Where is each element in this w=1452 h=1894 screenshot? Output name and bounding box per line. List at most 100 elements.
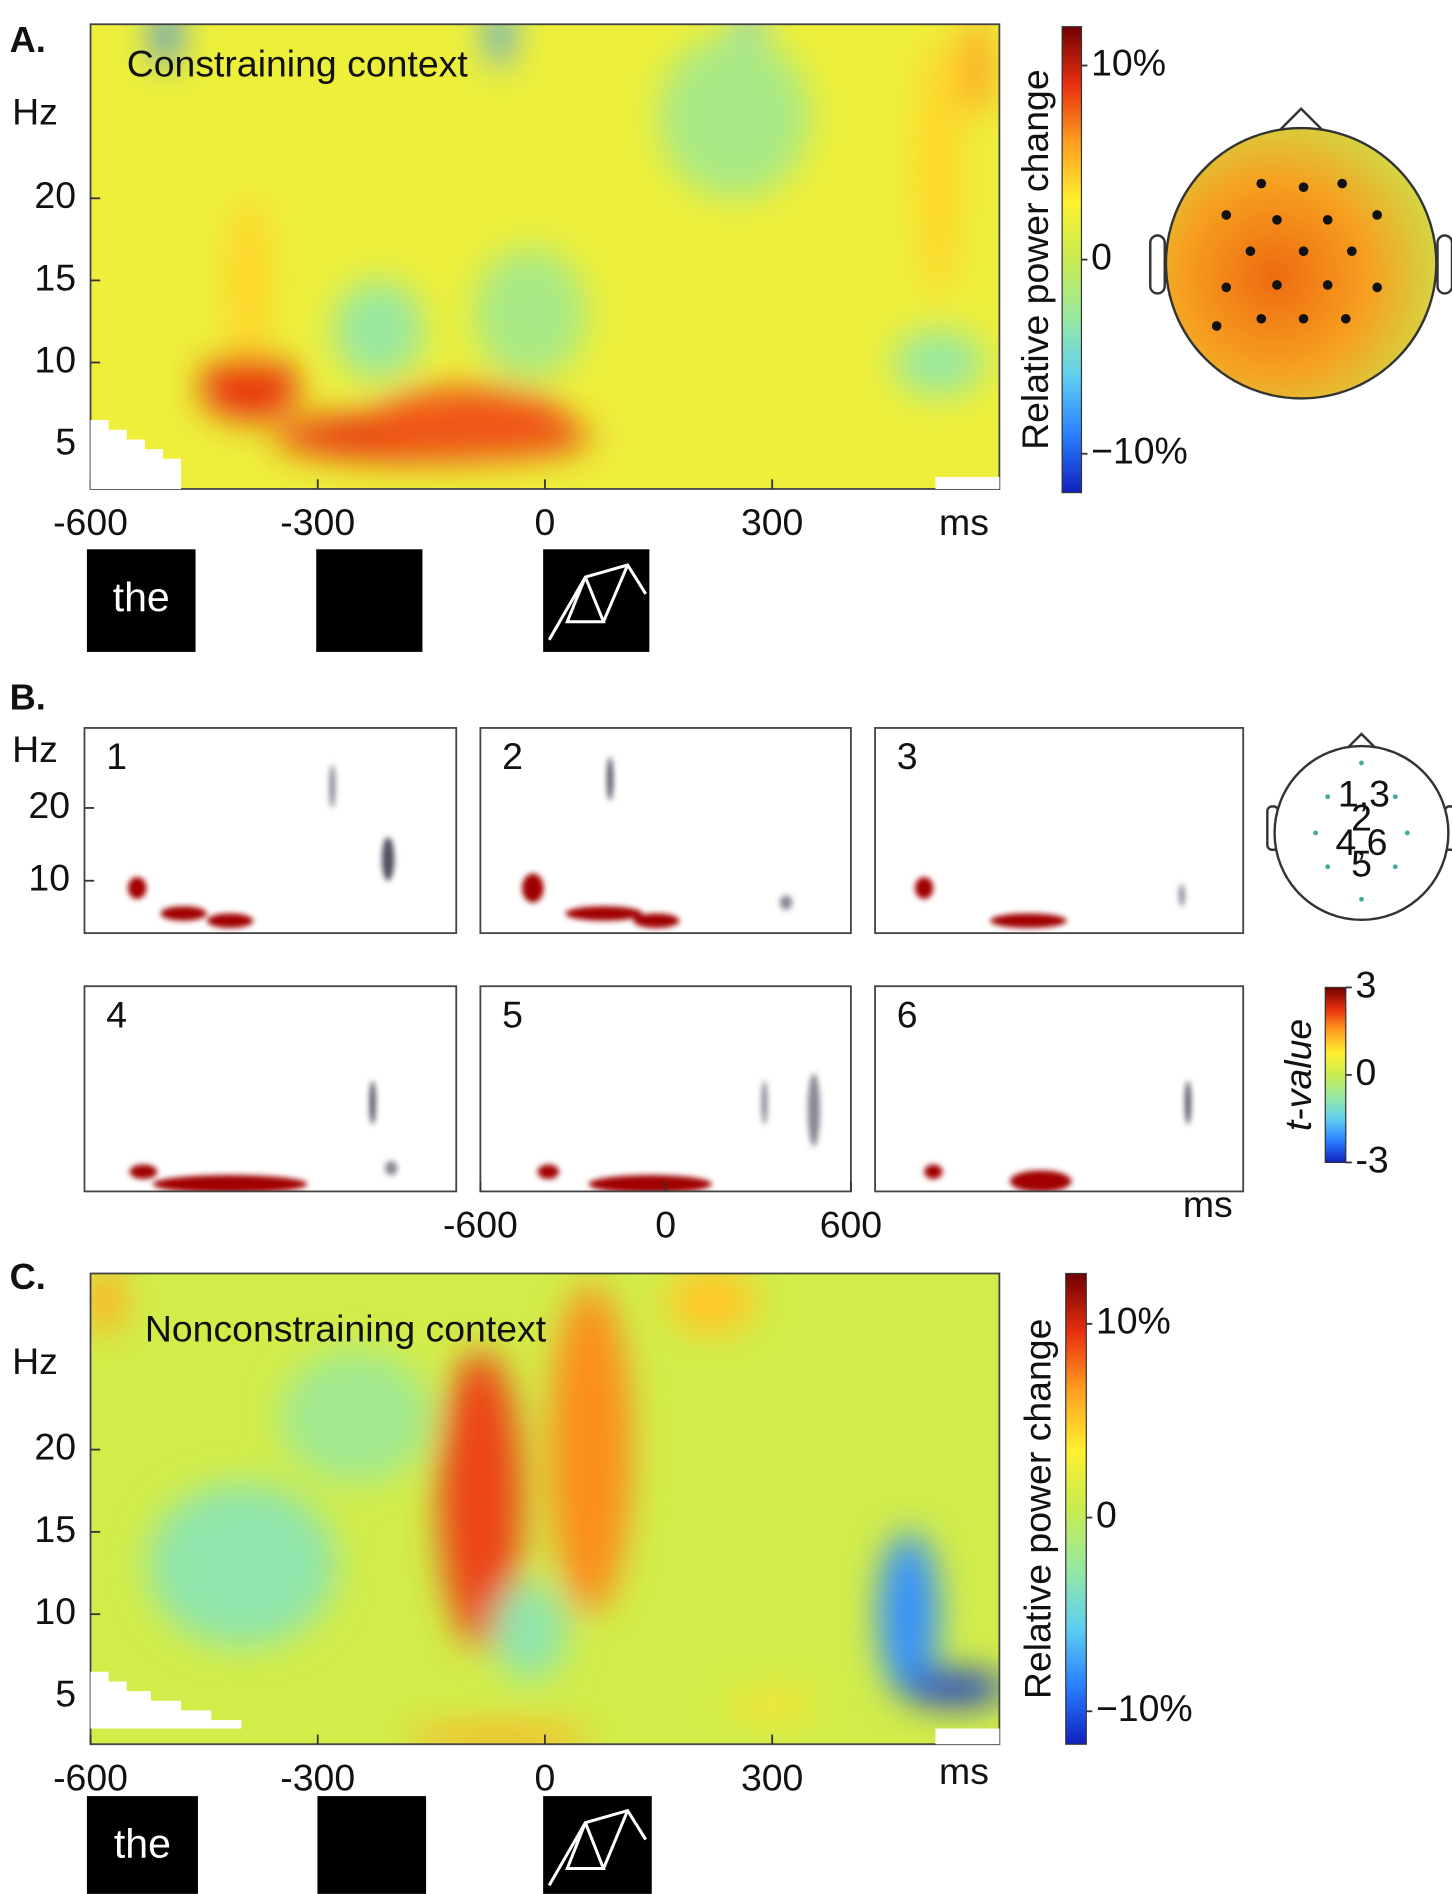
panel-number: 3	[897, 735, 918, 777]
mask	[90, 420, 182, 489]
heat-region	[1178, 884, 1185, 907]
region-layer	[127, 764, 395, 929]
chart-title: Constraining context	[127, 42, 469, 84]
colorbar-label: t-value	[1277, 1019, 1319, 1131]
stimulus-sequence: the	[86, 1796, 652, 1894]
heat-region	[160, 906, 207, 921]
plot-area	[84, 727, 457, 934]
plot-background	[480, 727, 851, 934]
heat-region	[924, 1164, 943, 1180]
plot-background	[480, 986, 851, 1192]
heat-region	[129, 1164, 158, 1180]
heat-region	[548, 1285, 633, 1615]
heat-region	[878, 1531, 939, 1697]
colorbar	[1324, 986, 1347, 1164]
x-tick-label: -300	[280, 501, 355, 543]
heat-region	[329, 764, 336, 808]
stimulus-word: the	[114, 1821, 171, 1867]
heat-region	[488, 24, 511, 67]
panel-number: 4	[106, 993, 127, 1035]
y-tick-label: 10	[28, 857, 70, 899]
heat-region	[761, 1080, 768, 1125]
plot-background	[84, 986, 457, 1192]
y-tick-label: 15	[34, 1508, 76, 1550]
electrode-label: 1,3	[1338, 773, 1390, 815]
x-tick-label: -600	[53, 1756, 128, 1798]
x-axis-label: ms	[939, 1750, 989, 1792]
chart-title: Nonconstraining context	[145, 1307, 547, 1349]
plot-area	[480, 727, 851, 934]
y-axis-label: Hz	[12, 1340, 58, 1382]
x-tick-label: -600	[53, 501, 128, 543]
colorbar-label: Relative power change	[1016, 1319, 1058, 1700]
heat-region	[1010, 1170, 1072, 1192]
electrode-label: 5	[1351, 843, 1372, 885]
mask	[935, 476, 1000, 489]
colorbar-tick-label: 0	[1355, 1051, 1376, 1093]
head-map: 1,3 2 4,6 5	[1266, 732, 1452, 922]
x-tick-label: 300	[741, 501, 803, 543]
heat-region	[90, 1273, 125, 1335]
panel-number: 1	[106, 735, 127, 777]
heat-region	[658, 34, 811, 199]
heat-region	[900, 1671, 1000, 1705]
heat-region	[633, 913, 680, 929]
plot-background	[875, 986, 1244, 1192]
stimulus-sequence: the	[86, 549, 650, 652]
region-layer	[537, 1073, 821, 1192]
colorbar	[1065, 1272, 1087, 1745]
x-tick-label: 0	[655, 1203, 676, 1245]
heat-region	[779, 895, 793, 910]
colorbar-tick-label: −10%	[1091, 430, 1188, 472]
x-tick-label: -300	[280, 1756, 355, 1798]
heat-region	[226, 198, 273, 363]
plot-area	[84, 986, 457, 1192]
heat-region	[152, 1175, 308, 1192]
heat-region	[606, 757, 614, 801]
colorbar-tick-label: 0	[1091, 235, 1112, 277]
plot-area	[875, 727, 1244, 934]
colorbar	[1061, 26, 1083, 494]
heat-region	[332, 280, 424, 379]
heat-region	[916, 34, 962, 297]
y-tick-label: 5	[55, 1672, 76, 1714]
heat-region	[1184, 1080, 1192, 1125]
heat-region	[384, 1160, 398, 1176]
mask	[90, 1671, 242, 1729]
x-tick-label: 0	[535, 501, 556, 543]
y-tick-label: 20	[28, 784, 70, 826]
colorbar-tick-label: 0	[1096, 1493, 1117, 1535]
plot-area	[90, 1273, 1000, 1745]
region-layer	[924, 1080, 1192, 1192]
heat-region	[404, 1725, 595, 1745]
region-layer	[129, 1080, 398, 1192]
plot-frame	[83, 985, 458, 1193]
plot-area	[875, 986, 1244, 1192]
colorbar-tick-label: −10%	[1096, 1687, 1193, 1729]
electrode-label: 2	[1351, 797, 1372, 839]
heat-region	[961, 24, 992, 117]
x-tick-label: 0	[535, 1756, 556, 1798]
heat-region	[154, 24, 178, 67]
y-tick-label: 10	[34, 1590, 76, 1632]
y-tick-label: 10	[34, 338, 76, 380]
x-axis-label: ms	[1183, 1183, 1233, 1225]
plot-background	[84, 727, 457, 934]
plot-frame	[479, 727, 852, 935]
heat-region	[200, 354, 299, 420]
heat-region	[522, 873, 544, 903]
heat-region	[438, 1350, 523, 1648]
region-layer	[154, 24, 992, 462]
colorbar-tick-label: -3	[1355, 1138, 1388, 1180]
plot-frame	[874, 985, 1245, 1193]
heat-region	[279, 1350, 432, 1483]
x-tick-label: 600	[820, 1203, 882, 1245]
heatmap-grid: 1 10 20 2 3 4 5 -600 0 600 6	[28, 727, 1245, 1245]
stimulus-word: the	[113, 574, 170, 620]
heat-region	[726, 1692, 818, 1718]
heat-region	[127, 877, 147, 899]
heat-region	[537, 1164, 560, 1180]
heat-region	[370, 387, 568, 453]
plot-background	[875, 727, 1244, 934]
